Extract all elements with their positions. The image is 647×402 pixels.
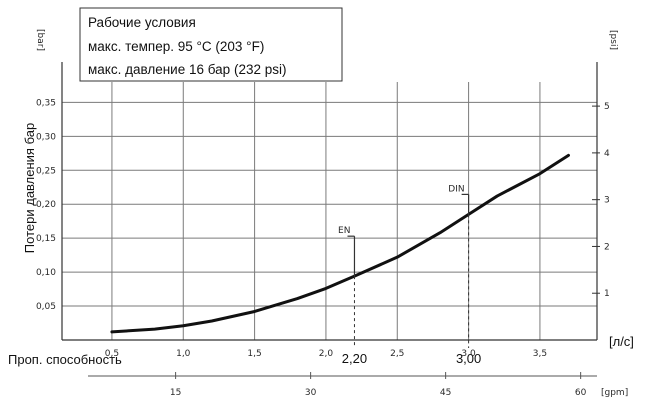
axes [61,62,600,379]
y-right-unit: [psi] [608,30,618,50]
x-tick-label: 0,5 [105,349,119,359]
y-left-tick-label: 0,25 [36,166,56,176]
x-tick-label: 2,5 [390,349,404,359]
marker-value-bg [451,350,486,366]
x-tick-label: 1,0 [176,349,191,359]
marker-value: 2,20 [342,351,367,366]
pressure-loss-curve [110,153,570,334]
y-right-tick-label: 4 [604,149,610,159]
series-layer [110,153,570,334]
x-tick-label: 3,5 [533,349,547,359]
y-left-unit: [bar] [35,29,45,51]
grid [62,82,597,340]
y-left-tick-label: 0,15 [36,234,56,244]
y-left-tick-label: 0,35 [36,98,56,108]
y-left-tick-label: 0,10 [36,268,56,278]
y-axis-label: Потери давления бар [22,123,37,253]
y-right-tick-label: 3 [604,196,610,206]
y-right-tick-label: 2 [604,242,610,252]
y-right-tick-label: 1 [604,289,610,299]
y-left-tick-label: 0,30 [36,132,56,142]
marker-value-bg [337,350,372,366]
gpm-tick-label: 30 [305,388,317,398]
markers: EN 2,20 DIN 3,00 [337,184,486,366]
gpm-tick-label: 15 [170,388,181,398]
gpm-tick-label: 45 [440,388,451,398]
x-secondary-unit: [gpm] [601,388,628,398]
info-box-max-pressure: макс. давление 16 бар (232 psi) [88,62,286,77]
marker-label: EN [338,226,350,236]
x-unit-label: [л/с] [609,334,634,349]
info-box-title: Рабочие условия [88,15,196,30]
gpm-tick-label: 60 [575,388,587,398]
x-tick-label: 3,0 [461,349,476,359]
info-box-max-temp: макс. темпер. 95 °C (203 °F) [88,39,264,54]
x-tick-label: 2,0 [319,349,334,359]
info-box [79,7,343,82]
y-left-tick-label: 0,20 [36,200,56,210]
x-tick-label: 1,5 [247,349,261,359]
x-axis-label: Проп. способность [8,352,122,367]
y-left-tick-label: 0,05 [36,302,56,312]
y-right-tick-label: 5 [604,102,610,112]
marker-label: DIN [448,184,464,194]
marker-value: 3,00 [456,351,481,366]
tick-labels: 0,05 0,10 0,15 0,20 0,25 0,30 0,35 0,5 1,0 1,5 2,0… [36,98,610,398]
